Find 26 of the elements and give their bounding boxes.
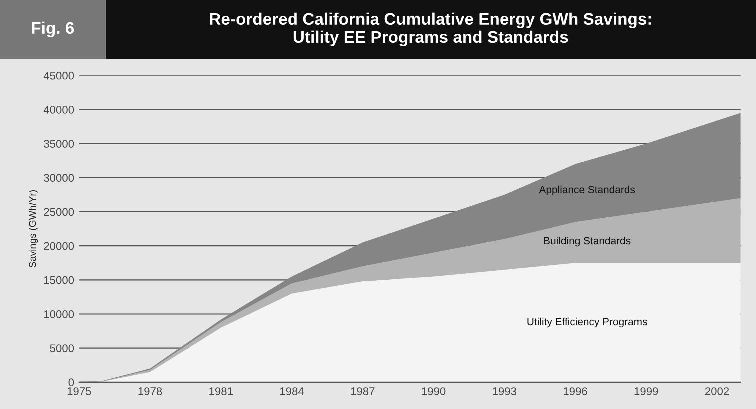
x-tick-label: 1987 — [351, 388, 375, 396]
series-label: Building Standards — [544, 236, 631, 247]
x-tick-label: 1999 — [634, 388, 658, 396]
x-tick-label: 1984 — [280, 388, 304, 396]
series-label: Appliance Standards — [539, 186, 636, 196]
y-axis-title: Savings (GWh/Yr) — [29, 190, 38, 268]
y-tick-label: 20000 — [44, 242, 74, 250]
x-tick-label: 1981 — [210, 388, 233, 396]
y-tick-label: 30000 — [44, 174, 74, 182]
y-tick-label: 25000 — [44, 208, 74, 216]
y-tick-label: 45000 — [44, 72, 74, 80]
x-tick-label: 2002 — [705, 388, 730, 396]
x-tick-label: 1993 — [493, 388, 516, 396]
y-tick-label: 10000 — [44, 310, 74, 318]
caption: Fig. 6 — [32, 22, 74, 38]
y-tick-label: 0 — [68, 378, 74, 387]
x-tick-label: 1975 — [68, 388, 92, 396]
chart-title: Re-ordered California Cumulative Energy GWh Savings: Utility EE Programs and Standards — [210, 12, 652, 46]
series-label: Utility Efficiency Programs — [528, 318, 648, 328]
y-tick-label: 35000 — [44, 140, 74, 148]
x-tick-label: 1996 — [564, 388, 588, 396]
y-tick-label: 40000 — [44, 106, 74, 114]
x-tick-label: 1978 — [138, 388, 162, 396]
x-tick-label: 1990 — [422, 388, 446, 396]
y-tick-label: 5000 — [50, 344, 74, 352]
y-tick-label: 15000 — [44, 276, 74, 284]
